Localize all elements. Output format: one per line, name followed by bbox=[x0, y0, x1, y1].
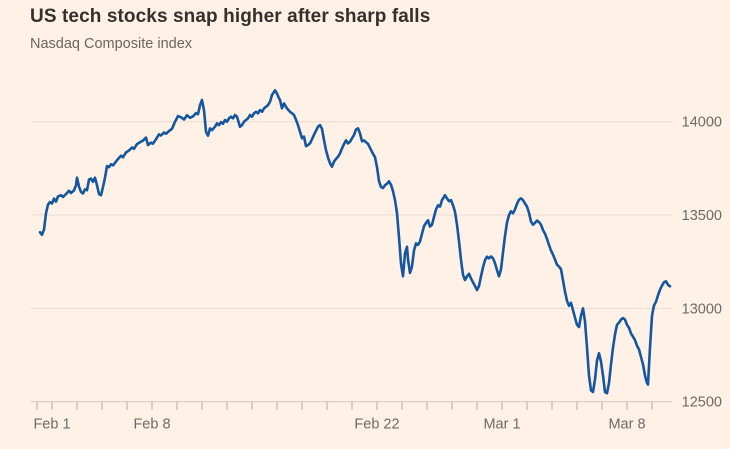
x-axis-label: Feb 22 bbox=[354, 417, 399, 433]
x-axis-label: Mar 8 bbox=[608, 417, 645, 433]
y-axis-label: 14000 bbox=[682, 115, 722, 131]
chart-subtitle: Nasdaq Composite index bbox=[30, 36, 193, 52]
x-axis-label: Feb 8 bbox=[133, 417, 170, 433]
x-axis-label: Feb 1 bbox=[33, 417, 70, 433]
y-axis-label: 13000 bbox=[682, 301, 722, 317]
x-axis-label: Mar 1 bbox=[483, 417, 520, 433]
chart-title: US tech stocks snap higher after sharp f… bbox=[30, 6, 431, 27]
y-axis-label: 13500 bbox=[682, 208, 722, 224]
y-axis-label: 12500 bbox=[682, 395, 722, 411]
price-line bbox=[38, 89, 672, 395]
